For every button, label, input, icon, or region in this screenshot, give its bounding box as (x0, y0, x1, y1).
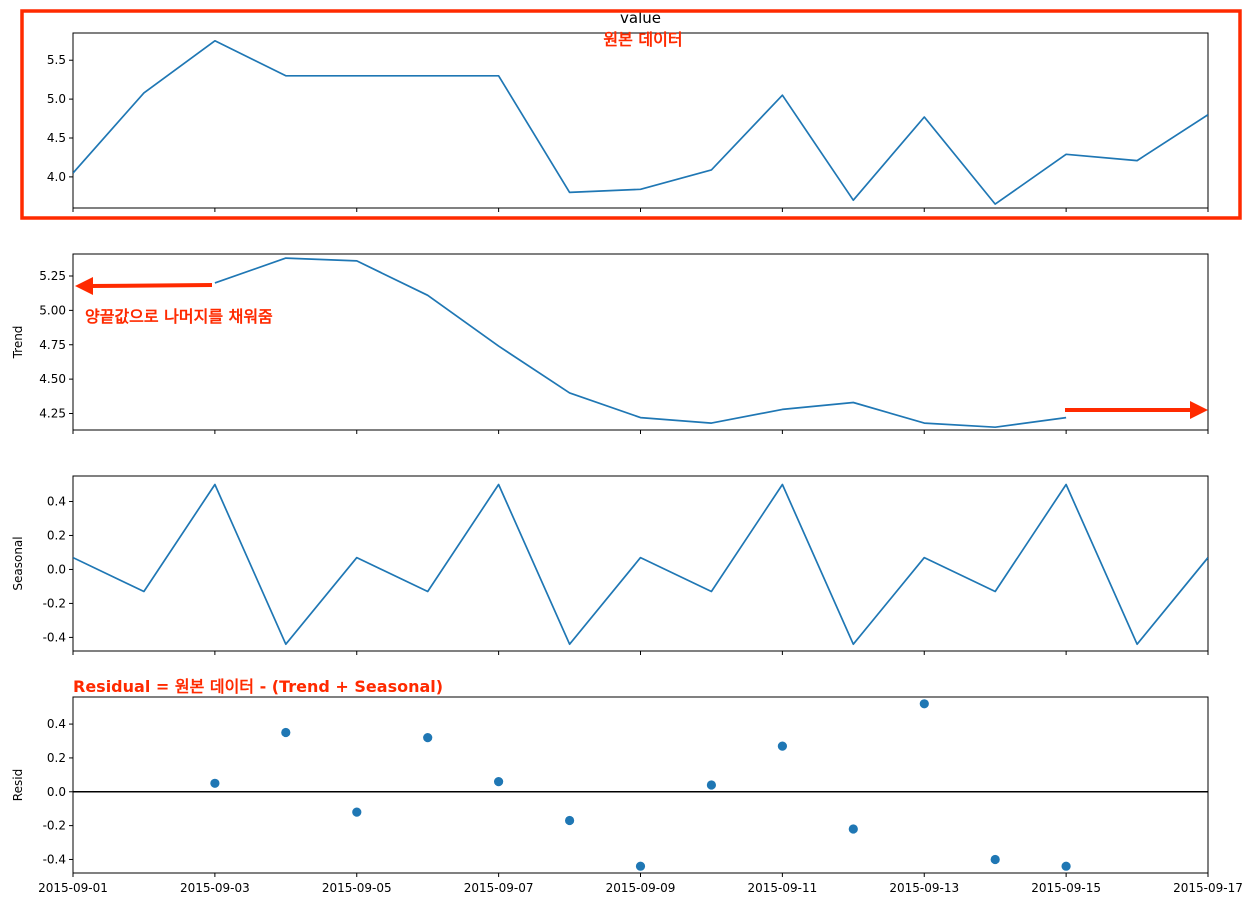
scatter-point (210, 778, 220, 788)
y-tick-label: 4.50 (39, 372, 66, 386)
y-tick-label: 4.75 (39, 338, 66, 352)
panel-2: 4.25 4.50 4.75 5.00 5.25 Trend (11, 253, 1209, 434)
panel-4: -0.4 -0.2 0.0 0.2 0.4 2015-09-01 2015-09-03 201… (11, 696, 1243, 895)
series-line (214, 257, 1067, 429)
original-data-highlight-box (20, 9, 1242, 220)
x-tick-label: 2015-09-17 (1173, 881, 1243, 895)
y-tick-label: 0.0 (47, 785, 66, 799)
y-tick-label: -0.2 (43, 819, 66, 833)
series-line (73, 483, 1208, 646)
y-tick-label: 4.5 (47, 131, 66, 145)
y-tick-label: 0.2 (47, 528, 66, 542)
x-tick-label: 2015-09-03 (180, 881, 250, 895)
axes-frame (72, 696, 1209, 874)
x-tick-label: 2015-09-11 (748, 881, 818, 895)
scatter-point (565, 815, 575, 826)
y-tick-label: -0.2 (43, 596, 66, 610)
original-data-label: 원본 데이터 (603, 30, 682, 49)
scatter-point (848, 824, 858, 834)
y-tick-label: -0.4 (43, 630, 66, 644)
panel-3: -0.4 -0.2 0.0 0.2 0.4 Seasonal (11, 475, 1209, 655)
x-tick-label: 2015-09-05 (322, 881, 392, 895)
y-tick-label: -0.4 (43, 852, 66, 866)
y-tick-label: 0.2 (47, 751, 66, 765)
scatter-point (281, 727, 291, 738)
scatter-point (352, 807, 362, 817)
y-axis-label: Seasonal (11, 536, 25, 590)
scatter-point (706, 780, 717, 790)
x-tick-label: 2015-09-13 (889, 881, 959, 895)
scatter-point (423, 733, 433, 743)
y-axis-label: Trend (11, 326, 25, 360)
panel-1: 4.0 4.5 5.0 5.5 value (47, 9, 1209, 212)
scatter-point (635, 861, 646, 871)
fill-note-label: 양끝값으로 나머지를 채워줌 (85, 307, 273, 326)
y-tick-label: 0.0 (47, 562, 66, 576)
chart-panels: 4.0 4.5 5.0 5.5 value 4.25 4.50 4.75 5.00 5.25 Tre… (11, 9, 1243, 895)
y-tick-label: 4.25 (39, 407, 66, 421)
y-tick-label: 5.25 (39, 269, 66, 283)
left-fill-arrow (75, 277, 213, 295)
axes-frame (72, 32, 1209, 209)
y-tick-label: 4.0 (47, 170, 66, 184)
residual-formula-label: Residual = 원본 데이터 - (Trend + Seasonal) (73, 677, 443, 696)
x-tick-label: 2015-09-01 (38, 881, 108, 895)
axes-frame (72, 253, 1209, 431)
scatter-point (494, 777, 504, 787)
x-tick-label: 2015-09-09 (606, 881, 676, 895)
scatter-point (990, 854, 1000, 865)
x-tick-label: 2015-09-15 (1031, 881, 1101, 895)
x-tick-label: 2015-09-07 (464, 881, 534, 895)
y-tick-label: 5.00 (39, 303, 66, 317)
y-axis-label: Resid (11, 769, 25, 801)
axes-frame (72, 475, 1209, 652)
y-tick-label: 5.5 (47, 53, 66, 67)
y-tick-label: 5.0 (47, 92, 66, 106)
y-tick-label: 0.4 (47, 494, 66, 508)
y-tick-label: 0.4 (47, 717, 66, 731)
scatter-point (777, 741, 788, 751)
series-line (73, 39, 1208, 205)
right-fill-arrow (1065, 401, 1208, 419)
chart-title: value (620, 9, 661, 27)
scatter-point (1061, 861, 1071, 871)
scatter-point (919, 699, 929, 709)
